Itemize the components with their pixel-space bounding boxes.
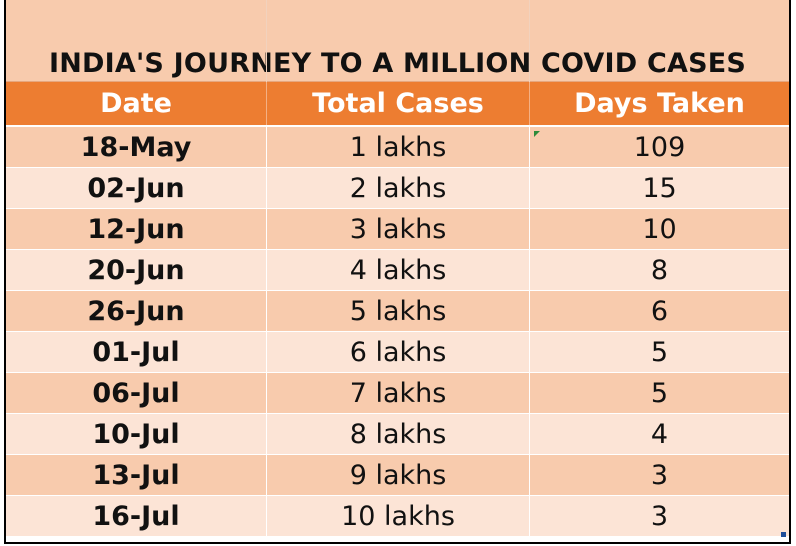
total-cases-cell[interactable]: 6 lakhs xyxy=(266,332,529,372)
table-row: 13-Jul 9 lakhs 3 xyxy=(6,455,789,496)
date-cell[interactable]: 18-May xyxy=(80,131,192,163)
total-cases-cell[interactable]: 1 lakhs xyxy=(266,127,529,167)
total-cases-cell[interactable]: 10 lakhs xyxy=(266,496,529,536)
total-cases-cell[interactable]: 9 lakhs xyxy=(266,455,529,495)
date-cell[interactable]: 13-Jul xyxy=(92,459,180,491)
days-taken-cell[interactable]: 4 xyxy=(529,414,789,454)
table-row: 18-May 1 lakhs 109 xyxy=(6,127,789,168)
table-body: 18-May 1 lakhs 109 02-Jun 2 lakhs 15 12-Jun 3 l… xyxy=(6,127,789,537)
date-cell[interactable]: 12-Jun xyxy=(87,213,185,245)
table-row: 20-Jun 4 lakhs 8 xyxy=(6,250,789,291)
days-taken-cell[interactable]: 10 xyxy=(529,209,789,249)
total-cases-cell[interactable]: 4 lakhs xyxy=(266,250,529,290)
table-row: 10-Jul 8 lakhs 4 xyxy=(6,414,789,455)
table-row: 01-Jul 6 lakhs 5 xyxy=(6,332,789,373)
total-cases-cell[interactable]: 7 lakhs xyxy=(266,373,529,413)
header-total-cases[interactable]: Total Cases xyxy=(266,82,529,125)
days-taken-cell[interactable]: 5 xyxy=(529,373,789,413)
header-days-taken[interactable]: Days Taken xyxy=(529,82,789,125)
date-cell[interactable]: 10-Jul xyxy=(92,418,180,450)
date-cell[interactable]: 20-Jun xyxy=(87,254,185,286)
total-cases-cell[interactable]: 2 lakhs xyxy=(266,168,529,208)
table-row: 02-Jun 2 lakhs 15 xyxy=(6,168,789,209)
date-cell[interactable]: 02-Jun xyxy=(87,172,185,204)
date-cell[interactable]: 26-Jun xyxy=(87,295,185,327)
total-cases-cell[interactable]: 5 lakhs xyxy=(266,291,529,331)
days-taken-cell[interactable]: 3 xyxy=(529,496,789,536)
header-row: Date Total Cases Days Taken xyxy=(6,82,789,127)
comment-indicator-icon xyxy=(534,131,540,137)
total-cases-cell[interactable]: 8 lakhs xyxy=(266,414,529,454)
date-cell[interactable]: 01-Jul xyxy=(92,336,180,368)
table-row: 06-Jul 7 lakhs 5 xyxy=(6,373,789,414)
date-cell[interactable]: 16-Jul xyxy=(92,500,180,532)
table-title: INDIA'S JOURNEY TO A MILLION COVID CASES xyxy=(48,48,747,79)
days-taken-cell[interactable]: 3 xyxy=(529,455,789,495)
days-taken-cell[interactable]: 6 xyxy=(529,291,789,331)
header-date[interactable]: Date xyxy=(100,88,172,119)
title-cell[interactable]: INDIA'S JOURNEY TO A MILLION COVID CASES xyxy=(6,0,789,82)
table-row: 16-Jul 10 lakhs 3 xyxy=(6,496,789,537)
days-taken-cell[interactable]: 5 xyxy=(529,332,789,372)
total-cases-cell[interactable]: 3 lakhs xyxy=(266,209,529,249)
days-taken-cell[interactable]: 109 xyxy=(529,127,789,167)
days-taken-cell[interactable]: 8 xyxy=(529,250,789,290)
fill-handle-icon[interactable] xyxy=(781,532,786,537)
spreadsheet-table: INDIA'S JOURNEY TO A MILLION COVID CASES… xyxy=(4,0,791,544)
days-taken-cell[interactable]: 15 xyxy=(529,168,789,208)
date-cell[interactable]: 06-Jul xyxy=(92,377,180,409)
table-row: 26-Jun 5 lakhs 6 xyxy=(6,291,789,332)
table-row: 12-Jun 3 lakhs 10 xyxy=(6,209,789,250)
